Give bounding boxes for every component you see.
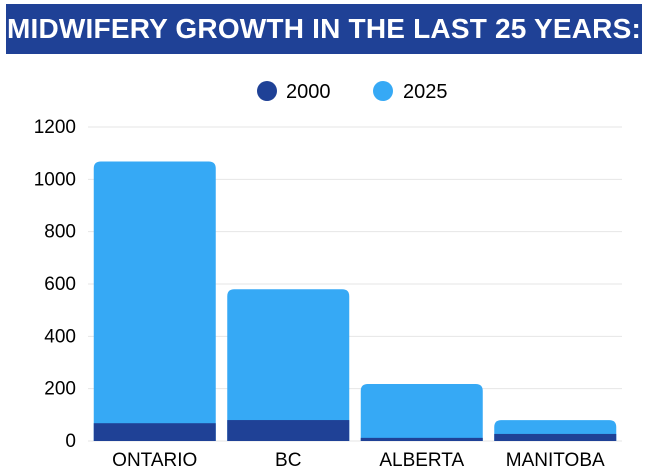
y-tick-label: 800 bbox=[44, 222, 76, 243]
y-tick-label: 400 bbox=[44, 326, 76, 347]
legend-label-2000: 2000 bbox=[286, 81, 331, 103]
x-category-label: ONTARIO bbox=[112, 450, 197, 471]
legend-swatch-2000 bbox=[257, 81, 277, 101]
title-banner: MIDWIFERY GROWTH IN THE LAST 25 YEARS: bbox=[6, 4, 642, 54]
legend-label-2025: 2025 bbox=[403, 81, 448, 103]
bar-2000-alberta bbox=[360, 437, 483, 441]
bar-2000-manitoba bbox=[494, 433, 617, 441]
x-category-label: ALBERTA bbox=[379, 450, 464, 471]
y-tick-label: 600 bbox=[44, 274, 76, 295]
bar-2025-ontario bbox=[93, 161, 216, 442]
x-category-label: MANITOBA bbox=[506, 450, 605, 471]
y-tick-label: 200 bbox=[44, 379, 76, 400]
y-tick-label: 1200 bbox=[34, 117, 76, 138]
x-category-label: BC bbox=[275, 450, 301, 471]
bar-2000-ontario bbox=[93, 423, 216, 441]
legend-swatch-2025 bbox=[373, 81, 393, 101]
y-tick-label: 1000 bbox=[34, 169, 76, 190]
bar-2025-alberta bbox=[360, 383, 483, 441]
page-title: MIDWIFERY GROWTH IN THE LAST 25 YEARS: bbox=[6, 13, 641, 44]
bar-2000-bc bbox=[227, 420, 350, 441]
y-tick-label: 0 bbox=[65, 431, 76, 452]
bar-2025-bc bbox=[227, 289, 350, 441]
